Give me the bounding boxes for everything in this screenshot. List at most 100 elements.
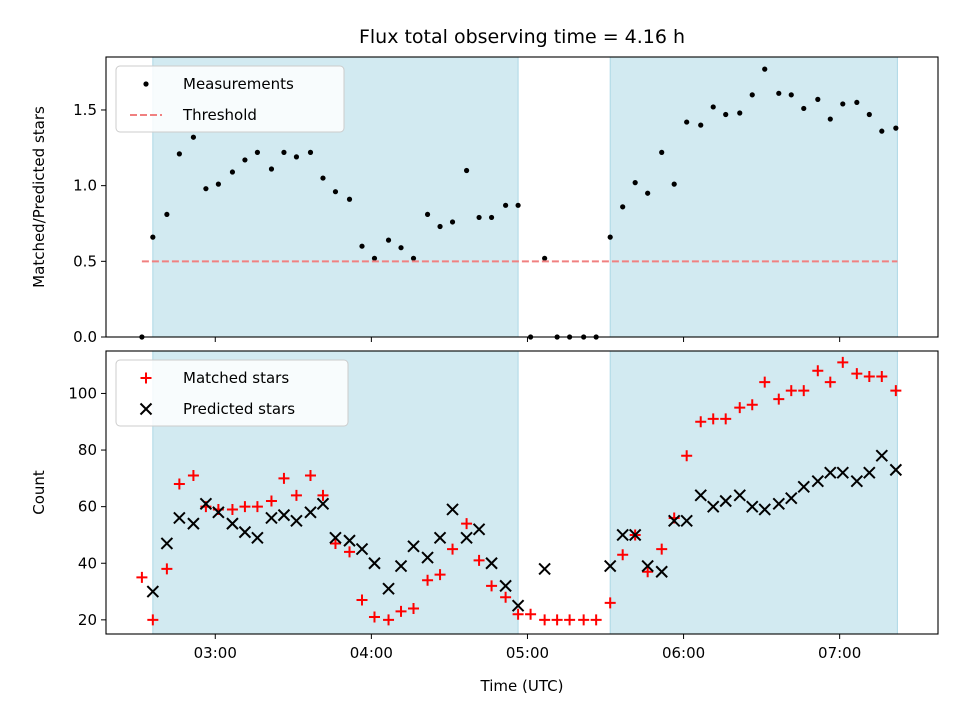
matched-starspoint <box>344 546 356 558</box>
axes-frame <box>105 350 939 635</box>
measurementspoint <box>176 151 182 157</box>
predicted-starspoint <box>616 528 629 542</box>
matched-starspoint <box>720 413 732 425</box>
measurementspoint <box>710 104 716 110</box>
matched-starspoint <box>551 614 563 626</box>
x-tick-label: 03:00 <box>194 644 237 662</box>
predicted-starspoint <box>368 557 381 570</box>
matched-starspoint <box>473 554 485 566</box>
measurementspoint <box>229 169 236 175</box>
measurementspoint <box>359 243 365 249</box>
legend-entry-label: Threshold <box>182 106 257 124</box>
predicted-starspoint <box>850 474 864 488</box>
measurementspoint <box>320 175 326 181</box>
matched-starspoint <box>863 370 875 382</box>
legend-entry-label: Matched stars <box>183 369 289 387</box>
matched-starspoint <box>226 503 238 515</box>
measurementspoint <box>215 181 221 187</box>
matched-starspoint <box>161 563 173 575</box>
matched-starspoint <box>251 501 263 513</box>
predicted-starspoint <box>511 599 525 612</box>
observing-window-span <box>610 351 898 634</box>
matched-starspoint <box>785 385 797 397</box>
measurementspoint <box>645 190 651 196</box>
predicted-starspoint <box>329 531 342 544</box>
predicted-starspoint <box>382 582 395 595</box>
measurementspoint <box>684 119 690 125</box>
matched-starspoint <box>824 376 836 388</box>
measurementspoint <box>866 111 872 118</box>
predicted-starspoint <box>226 517 239 530</box>
measurementspoint <box>749 92 755 98</box>
measurementspoint <box>542 255 548 261</box>
y-tick-label: 20 <box>78 611 97 629</box>
predicted-starspoint <box>667 514 681 528</box>
measurementspoint <box>671 181 677 187</box>
matched-starspoint <box>642 566 654 578</box>
measurementspoint <box>476 214 482 221</box>
matched-starspoint <box>329 537 341 549</box>
matched-starspoint <box>539 614 551 626</box>
matched-starspoint <box>656 543 668 555</box>
matched-starspoint <box>617 549 629 561</box>
predicted-starspoint <box>212 506 225 519</box>
x-axis-label: Time (UTC) <box>480 677 564 695</box>
measurementspoint <box>410 255 417 261</box>
measurementspoint <box>281 149 287 155</box>
matched-starspoint <box>356 594 368 606</box>
measurementspoint <box>893 125 899 131</box>
predicted-starspoint <box>304 506 317 519</box>
predicted-starspoint <box>251 531 264 544</box>
x-tick-label: 04:00 <box>350 644 393 662</box>
matched-starspoint <box>422 574 434 586</box>
matched-starspoint <box>890 385 902 397</box>
predicted-starspoint <box>485 557 498 570</box>
matched-starspoint <box>461 518 473 530</box>
matched-starspoint <box>136 571 148 583</box>
legend-marker <box>140 372 152 384</box>
predicted-starspoint <box>343 534 356 547</box>
count-panel: 20 40 60 80 100 03:00 04:00 05:00 06:00 07:00 Coun… <box>30 350 939 662</box>
axes-frame <box>105 56 939 338</box>
matched-starspoint <box>695 416 707 428</box>
predicted-starspoint <box>824 466 837 479</box>
measurementspoint <box>164 211 170 218</box>
measurementspoint <box>424 211 431 218</box>
predicted-starspoint <box>707 500 720 513</box>
measurementspoint <box>815 96 821 102</box>
predicted-starspoint <box>863 466 876 479</box>
matched-starspoint <box>812 365 824 377</box>
measurementspoint <box>463 167 470 174</box>
predicted-starspoint <box>173 511 186 525</box>
y-tick-label: 100 <box>68 384 97 402</box>
y-axis-label: Matched/Predicted stars <box>30 106 48 288</box>
measurementspoint <box>332 189 339 195</box>
measurementspoint <box>879 128 885 134</box>
matched-starspoint <box>368 611 380 623</box>
predicted-starspoint <box>160 537 174 550</box>
matched-starspoint <box>759 376 771 388</box>
matched-starspoint <box>434 569 446 581</box>
predicted-starspoint <box>733 489 746 502</box>
predicted-starspoint <box>421 551 434 564</box>
matched-starspoint <box>486 580 498 592</box>
chart-title: Flux total observing time = 4.16 h <box>359 26 685 48</box>
predicted-starspoint <box>655 565 668 578</box>
y-axis-label: Count <box>30 470 48 515</box>
matched-starspoint <box>147 614 159 626</box>
matched-starspoint <box>837 356 849 368</box>
measurementspoint <box>488 214 495 221</box>
matched-starspoint <box>681 450 693 462</box>
x-tick-label: 06:00 <box>662 644 705 662</box>
measurementspoint <box>698 122 704 128</box>
predicted-starspoint <box>694 489 707 502</box>
y-tick-label: 1.5 <box>73 101 97 119</box>
matched-starspoint <box>707 413 719 425</box>
predicted-starspoint <box>797 480 810 494</box>
matched-starspoint <box>265 495 277 507</box>
y-tick-label: 0.5 <box>73 252 97 270</box>
measurementspoint <box>190 134 197 140</box>
matched-starspoint <box>395 605 407 617</box>
predicted-starspoint <box>355 542 369 556</box>
